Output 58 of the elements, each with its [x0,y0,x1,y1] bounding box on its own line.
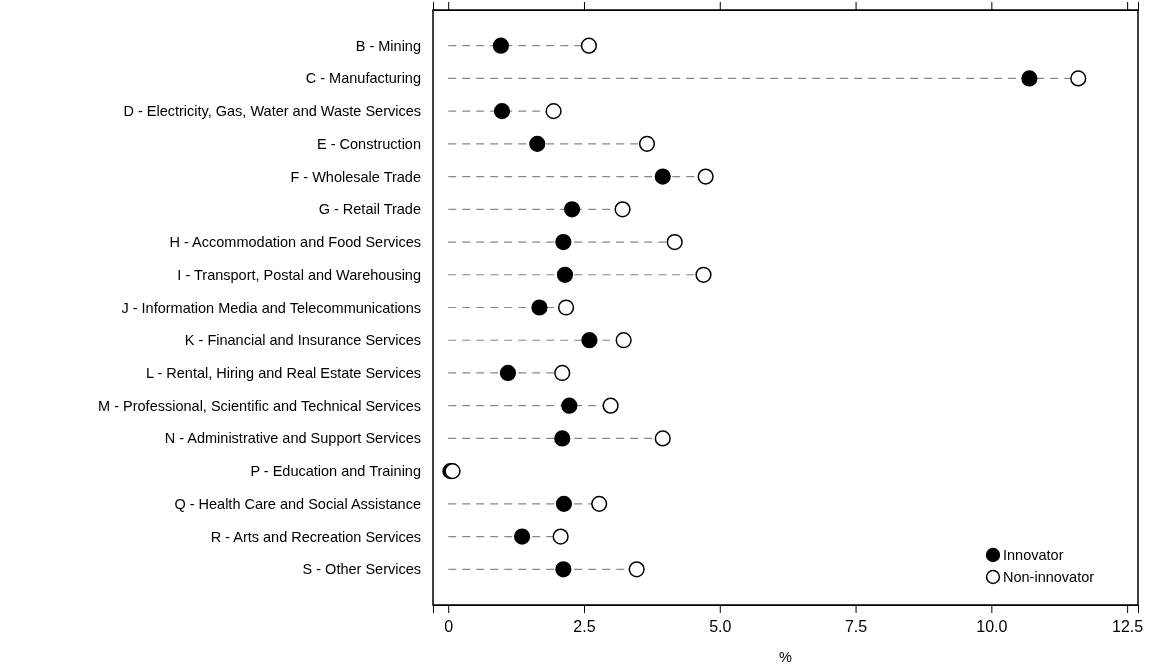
point [552,528,569,545]
x-tick-label: 7.5 [844,618,868,635]
point [545,103,562,120]
point [561,397,578,414]
y-tick-label: F - Wholesale Trade [290,168,421,185]
y-tick-label: D - Electricity, Gas, Water and Waste Services [123,103,421,120]
point [492,37,509,54]
y-tick-label: M - Professional, Scientific and Technical Services [98,397,421,414]
point [614,201,631,218]
point [654,168,671,185]
x-tick-label: 0 [444,618,454,635]
x-tick-label: 12.5 [1112,618,1144,635]
x-tick-label: 5.0 [709,618,732,635]
point [531,299,548,316]
y-tick-label: S - Other Services [302,561,421,578]
point [695,266,712,283]
point [563,201,581,218]
y-tick-label: K - Financial and Insurance Services [184,332,421,349]
point [591,495,608,512]
point [615,332,632,349]
point [555,495,572,512]
y-tick-label: C - Manufacturing [305,70,421,87]
legend-label: Non-innovator [1003,569,1095,586]
y-tick-label: E - Construction [317,135,421,152]
point [554,430,571,447]
point [499,364,517,382]
y-tick-label: I - Transport, Postal and Warehousing [177,266,421,283]
point [628,561,645,578]
y-tick-label: J - Information Media and Telecommunications [121,299,421,316]
y-tick-label: G - Retail Trade [318,201,421,218]
y-tick-label: Q - Health Care and Social Assistance [174,495,421,512]
point [654,430,671,447]
point [555,233,572,251]
point [557,299,575,316]
point [580,37,597,54]
point [554,364,571,382]
y-tick-label: N - Administrative and Support Services [164,430,421,447]
point [638,135,656,152]
y-tick-label: R - Arts and Recreation Services [210,528,421,545]
y-tick-label: B - Mining [355,37,421,54]
point [602,397,619,414]
point [697,168,714,185]
point [529,135,546,152]
point [1070,70,1087,87]
x-axis-title: % [779,649,793,665]
point [513,528,531,545]
point [493,103,511,120]
point [555,561,572,578]
point [581,332,598,349]
x-tick-label: 10.0 [976,618,1008,635]
point [556,266,574,283]
point [1021,70,1038,87]
y-tick-label: L - Rental, Hiring and Real Estate Services [145,365,421,382]
x-tick-label: 2.5 [573,618,596,635]
point [666,233,683,251]
y-tick-label: H - Accommodation and Food Services [169,234,421,251]
legend-label: Innovator [1003,547,1064,564]
y-tick-label: P - Education and Training [250,463,421,480]
